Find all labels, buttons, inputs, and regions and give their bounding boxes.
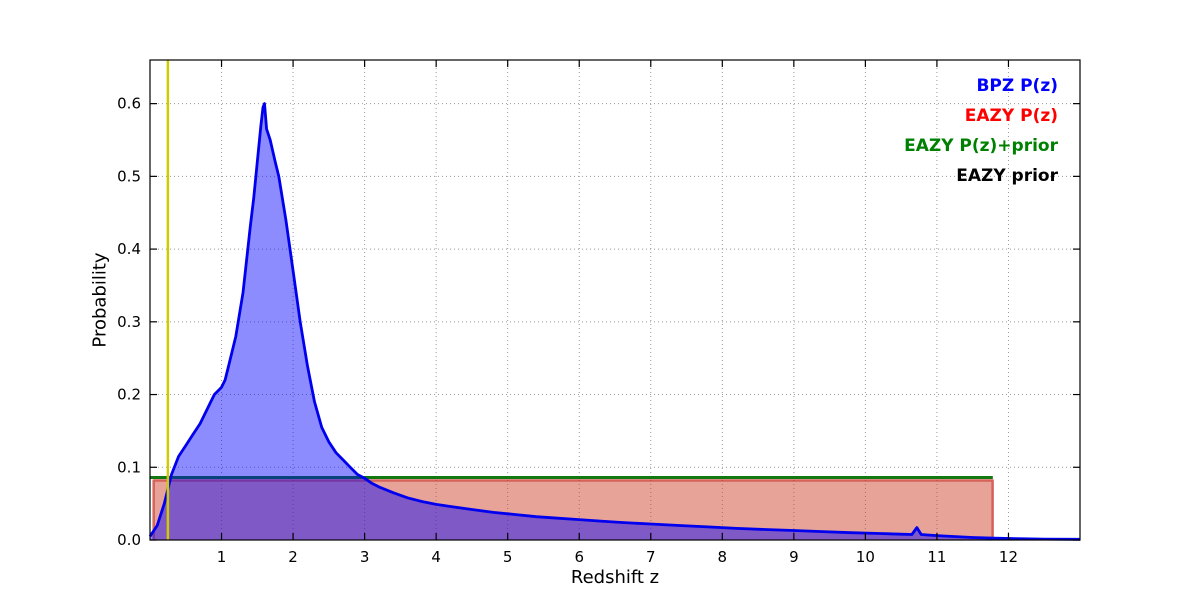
x-tick-label: 5 [503, 548, 513, 566]
series-line-eazy-p-z [152, 479, 994, 540]
x-tick-label: 7 [646, 548, 656, 566]
y-tick-label: 0.1 [117, 458, 141, 476]
legend-item-eazy-pz: EAZY P(z) [964, 106, 1058, 126]
y-axis-label: Probability [89, 252, 111, 348]
y-tick-label: 0.3 [117, 313, 141, 331]
x-tick-label: 1 [217, 548, 227, 566]
x-tick-label: 10 [856, 548, 875, 566]
x-axis-label: Redshift z [570, 567, 660, 588]
x-tick-label: 9 [789, 548, 799, 566]
y-tick-label: 0.2 [117, 386, 141, 404]
x-tick-label: 2 [288, 548, 298, 566]
x-tick-label: 6 [574, 548, 584, 566]
x-tick-label: 3 [360, 548, 370, 566]
legend: BPZ P(z) EAZY P(z) EAZY P(z)+prior EAZY … [904, 78, 1058, 198]
y-tick-label: 0.4 [117, 240, 141, 258]
y-tick-label: 0.0 [117, 531, 141, 549]
x-tick-label: 4 [431, 548, 441, 566]
y-tick-label: 0.6 [117, 95, 141, 113]
series-line-bpz-p-z [148, 102, 1081, 541]
x-tick-label: 8 [718, 548, 728, 566]
legend-item-bpz-pz: BPZ P(z) [976, 76, 1058, 96]
series-fill-bpz-p-z [150, 103, 1080, 540]
legend-item-eazy-prior: EAZY prior [956, 166, 1058, 186]
x-tick-label: 11 [927, 548, 946, 566]
x-tick-label: 12 [999, 548, 1018, 566]
axes-frame [149, 59, 1081, 541]
legend-item-eazy-pz-prior: EAZY P(z)+prior [904, 136, 1058, 156]
series-fill-eazy-p-z [153, 480, 993, 540]
y-tick-label: 0.5 [117, 167, 141, 185]
